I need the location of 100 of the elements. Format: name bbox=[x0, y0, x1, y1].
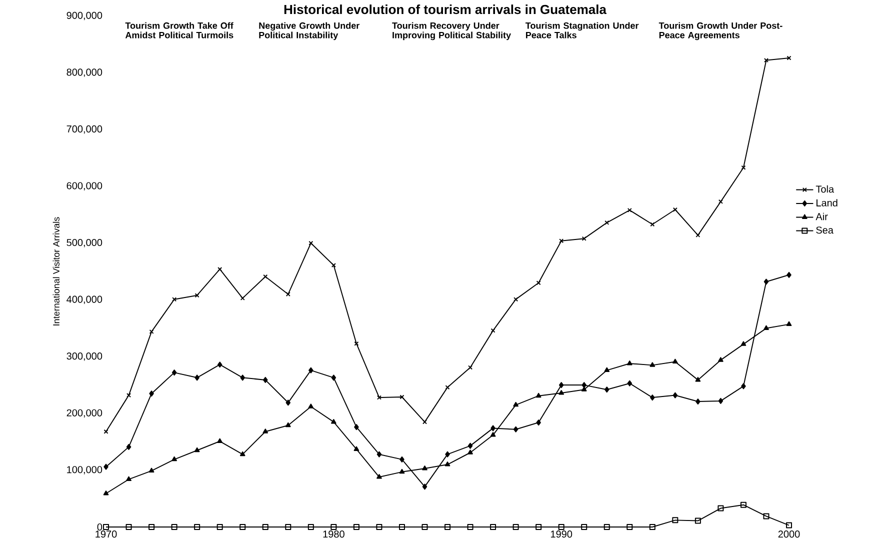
point bbox=[672, 358, 678, 364]
point bbox=[262, 376, 268, 383]
point bbox=[353, 524, 360, 530]
point bbox=[626, 360, 632, 366]
y-tick-label: 700,000 bbox=[66, 125, 102, 134]
point bbox=[398, 524, 405, 530]
point bbox=[308, 367, 314, 374]
point bbox=[627, 208, 632, 212]
point bbox=[400, 394, 404, 400]
point bbox=[627, 380, 632, 386]
x-tick-label: 1970 bbox=[96, 530, 117, 538]
point bbox=[650, 362, 656, 367]
point bbox=[786, 272, 792, 278]
point bbox=[330, 524, 337, 530]
point bbox=[490, 524, 496, 530]
annotation: Tourism Stagnation Under Peace Talks bbox=[526, 22, 639, 38]
point bbox=[763, 513, 770, 520]
point bbox=[581, 386, 587, 392]
point bbox=[718, 199, 723, 204]
point bbox=[422, 420, 428, 424]
point bbox=[696, 398, 700, 405]
point bbox=[104, 464, 108, 470]
point bbox=[172, 370, 177, 376]
point bbox=[786, 321, 792, 326]
legend-label: Air bbox=[816, 212, 828, 220]
point bbox=[217, 438, 223, 444]
point bbox=[694, 518, 701, 524]
point bbox=[308, 240, 314, 246]
point bbox=[126, 444, 132, 450]
point bbox=[468, 450, 473, 454]
point bbox=[376, 524, 382, 530]
point bbox=[103, 524, 109, 530]
y-tick-label: 500,000 bbox=[66, 238, 102, 248]
point bbox=[672, 392, 678, 398]
point bbox=[490, 328, 496, 333]
point bbox=[696, 232, 700, 238]
point bbox=[240, 374, 245, 381]
point bbox=[536, 280, 541, 286]
point bbox=[445, 451, 450, 458]
point bbox=[672, 517, 678, 524]
y-tick-label: 800,000 bbox=[66, 68, 102, 77]
point bbox=[468, 442, 473, 449]
point bbox=[444, 524, 451, 530]
point bbox=[149, 390, 154, 397]
point bbox=[422, 524, 428, 530]
point bbox=[216, 524, 223, 530]
point bbox=[490, 432, 496, 437]
point bbox=[126, 476, 132, 482]
point bbox=[604, 220, 610, 225]
point bbox=[354, 424, 359, 430]
point bbox=[171, 524, 178, 530]
point bbox=[512, 524, 519, 530]
point bbox=[354, 341, 359, 346]
point bbox=[582, 236, 586, 241]
y-tick-label: 200,000 bbox=[66, 409, 102, 418]
point bbox=[262, 428, 268, 434]
point bbox=[536, 420, 541, 426]
point bbox=[422, 466, 428, 470]
point bbox=[445, 385, 450, 390]
point bbox=[558, 524, 564, 530]
point bbox=[376, 395, 382, 400]
point bbox=[649, 524, 656, 530]
point bbox=[559, 238, 564, 244]
point bbox=[354, 446, 360, 451]
point bbox=[331, 374, 336, 381]
point bbox=[103, 490, 109, 496]
point bbox=[740, 341, 746, 346]
point bbox=[422, 484, 428, 490]
y-tick-label: 600,000 bbox=[66, 182, 102, 190]
legend-label: Sea bbox=[816, 226, 834, 234]
point bbox=[741, 383, 746, 390]
chart-title: Historical evolution of tourism arrivals in Guatemala bbox=[284, 4, 607, 14]
point bbox=[240, 451, 246, 456]
point bbox=[194, 447, 200, 452]
point bbox=[218, 266, 222, 272]
point bbox=[194, 293, 200, 298]
point bbox=[558, 382, 564, 388]
point bbox=[148, 524, 155, 530]
point bbox=[172, 456, 177, 462]
point bbox=[331, 418, 336, 424]
point bbox=[286, 292, 290, 296]
y-tick-label: 300,000 bbox=[66, 352, 102, 361]
legend-label: Tola bbox=[816, 185, 834, 193]
annotation: Tourism Recovery Under Improving Political Stability bbox=[392, 22, 511, 40]
y-tick-label: 400,000 bbox=[66, 296, 102, 304]
point bbox=[308, 524, 314, 530]
point bbox=[286, 400, 291, 406]
point bbox=[695, 376, 701, 382]
legend-label: Land bbox=[816, 199, 838, 206]
x-tick-label: 1980 bbox=[323, 530, 344, 538]
point bbox=[536, 392, 542, 398]
point bbox=[536, 524, 542, 530]
point bbox=[148, 468, 154, 473]
point bbox=[194, 524, 200, 530]
point bbox=[172, 297, 177, 302]
point bbox=[262, 524, 268, 530]
point bbox=[194, 374, 200, 381]
point bbox=[490, 425, 496, 432]
point bbox=[786, 522, 792, 528]
point bbox=[650, 394, 655, 401]
